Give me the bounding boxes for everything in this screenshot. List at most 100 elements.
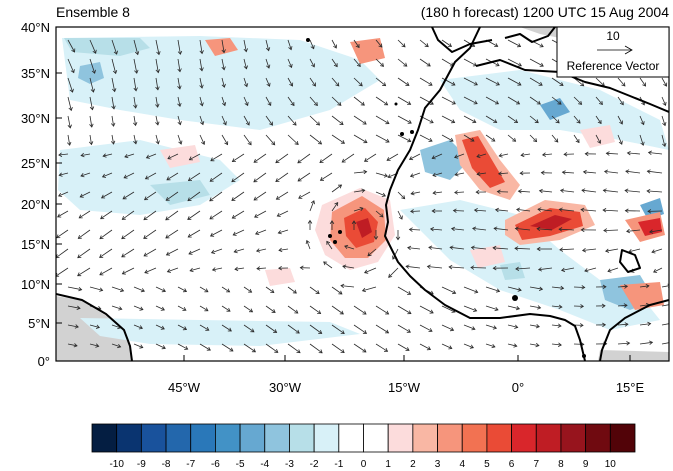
- wind-vector-head: [517, 189, 522, 194]
- wind-vector-head: [271, 309, 276, 313]
- wind-vector-head: [494, 306, 499, 312]
- wind-vector-head: [337, 101, 342, 106]
- wind-vector: [111, 96, 115, 109]
- wind-vector: [507, 324, 518, 328]
- wind-vector: [477, 172, 487, 175]
- wind-vector: [166, 172, 179, 181]
- wind-vector-head: [359, 206, 364, 212]
- wind-vector-head: [78, 214, 83, 219]
- wind-vector: [562, 171, 575, 174]
- wind-vector-head: [515, 266, 520, 271]
- wind-vector: [58, 153, 69, 156]
- wind-vector-head: [431, 155, 436, 160]
- colorbar-label: -10: [109, 459, 124, 470]
- wind-vector: [582, 248, 597, 251]
- anomaly-area: [540, 98, 570, 120]
- anomaly-area: [400, 200, 660, 330]
- wind-vector: [326, 241, 333, 250]
- wind-vector-head: [651, 249, 656, 254]
- colorbar-swatch: [461, 423, 488, 453]
- lat-label: 30°N: [21, 111, 50, 126]
- wind-vector: [604, 171, 619, 174]
- wind-vector-head: [646, 169, 651, 174]
- coastline-south-america: [56, 293, 133, 361]
- wind-vector-head: [56, 234, 61, 239]
- wind-vector-head: [367, 252, 372, 257]
- wind-vector-head: [58, 192, 63, 197]
- wind-vector-head: [323, 261, 328, 266]
- wind-vector-head: [155, 121, 160, 126]
- wind-vector: [81, 153, 91, 156]
- wind-vector: [155, 96, 159, 108]
- anomaly-area: [638, 218, 662, 236]
- wind-vector-head: [557, 100, 562, 105]
- wind-vector: [507, 343, 517, 347]
- wind-vector: [561, 267, 575, 271]
- colorbar-label: -8: [162, 459, 171, 470]
- wind-vector-head: [326, 240, 331, 245]
- wind-vector: [661, 96, 666, 106]
- wind-vector-head: [537, 267, 543, 272]
- wind-vector-head: [493, 226, 498, 231]
- wind-vector: [243, 324, 255, 333]
- wind-vector: [199, 58, 203, 71]
- wind-vector: [470, 267, 487, 269]
- wind-vector-head: [231, 178, 236, 183]
- wind-vector: [441, 96, 456, 105]
- lon-label: 30°W: [269, 380, 302, 395]
- wind-vector-head: [112, 88, 117, 93]
- wind-vector-head: [473, 307, 478, 312]
- wind-vector: [309, 200, 315, 212]
- wind-vector-head: [155, 86, 160, 91]
- wind-vector-head: [405, 347, 410, 351]
- wind-vector-head: [388, 273, 393, 278]
- colorbar-label: -7: [186, 459, 195, 470]
- wind-vector-head: [209, 177, 214, 182]
- wind-vector: [144, 267, 157, 274]
- wind-vector: [529, 134, 537, 142]
- wind-vector: [331, 184, 342, 193]
- wind-vector: [529, 286, 543, 290]
- wind-vector-head: [498, 153, 503, 158]
- wind-vector-head: [339, 310, 344, 315]
- wind-vector-head: [476, 153, 481, 159]
- wind-vector-head: [299, 265, 304, 271]
- coastline-iberia: [431, 27, 493, 53]
- wind-vector-head: [209, 215, 214, 220]
- wind-vector: [298, 191, 311, 199]
- wind-vector: [323, 261, 333, 269]
- anomaly-area: [580, 125, 615, 148]
- wind-vector: [243, 134, 252, 146]
- island: [328, 234, 332, 238]
- wind-vector: [89, 343, 99, 347]
- wind-vector: [231, 191, 245, 201]
- reference-vector-magnitude: 10: [606, 29, 620, 43]
- wind-vector-head: [295, 329, 300, 334]
- wind-vector: [353, 324, 367, 334]
- wind-vector-head: [495, 81, 500, 86]
- wind-vector-head: [426, 264, 431, 270]
- wind-vector: [433, 191, 443, 194]
- wind-vector: [375, 134, 390, 143]
- wind-vector: [77, 267, 91, 277]
- wind-vector: [661, 285, 669, 288]
- wind-vector-head: [247, 141, 252, 146]
- wind-vector-head: [386, 157, 391, 161]
- wind-vector: [254, 210, 267, 218]
- wind-vector-head: [338, 290, 343, 295]
- wind-vector-head: [143, 235, 148, 239]
- colorbar-swatch: [140, 423, 167, 453]
- wind-vector-head: [626, 150, 631, 156]
- wind-vector-head: [452, 290, 457, 295]
- wind-vector: [78, 229, 91, 239]
- wind-vector: [111, 134, 114, 145]
- wind-vector-head: [222, 121, 227, 126]
- wind-vector: [538, 267, 553, 271]
- wind-vector-head: [602, 208, 607, 213]
- wind-vector: [265, 324, 277, 333]
- wind-vector: [397, 96, 411, 105]
- wind-vector-head: [381, 192, 386, 197]
- wind-vector-head: [199, 102, 204, 107]
- wind-vector: [485, 96, 499, 105]
- wind-vector-head: [206, 346, 211, 351]
